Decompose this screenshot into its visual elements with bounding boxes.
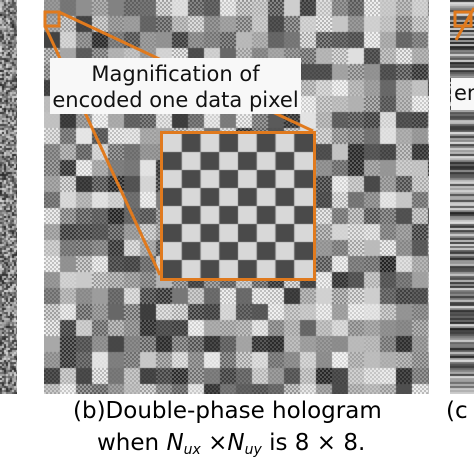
- caption-b-condition: when Nux ×Nuy is 8 × 8.: [97, 430, 365, 458]
- caption-b-title: (b)Double-phase hologram: [73, 398, 382, 424]
- caption-b-suffix: is 8 × 8.: [269, 430, 366, 456]
- magnification-label: Magnification of encoded one data pixel: [50, 58, 301, 114]
- panel-c-label: en: [451, 78, 474, 110]
- magnification-label-line2: encoded one data pixel: [52, 88, 299, 112]
- caption-var-nuy: N: [227, 430, 245, 456]
- caption-var-nux-sub: ux: [183, 442, 201, 458]
- magnified-data-pixel-checkerboard: [160, 131, 316, 281]
- checkerboard-pattern: [163, 134, 313, 278]
- caption-times: ×: [208, 430, 228, 456]
- panel-c-stripe-image: [450, 0, 474, 394]
- panel-c-label-text: en: [454, 81, 474, 105]
- panel-a-hologram-noise: [0, 0, 17, 394]
- panel-a-noise-image: [0, 0, 17, 394]
- magnification-label-line1: Magnification of: [91, 62, 260, 86]
- panel-c-hologram-stripes: [450, 0, 474, 394]
- caption-var-nuy-sub: uy: [244, 442, 262, 458]
- caption-var-nux: N: [166, 430, 184, 456]
- caption-c-title: (c: [446, 398, 468, 424]
- caption-b-prefix: when: [97, 430, 160, 456]
